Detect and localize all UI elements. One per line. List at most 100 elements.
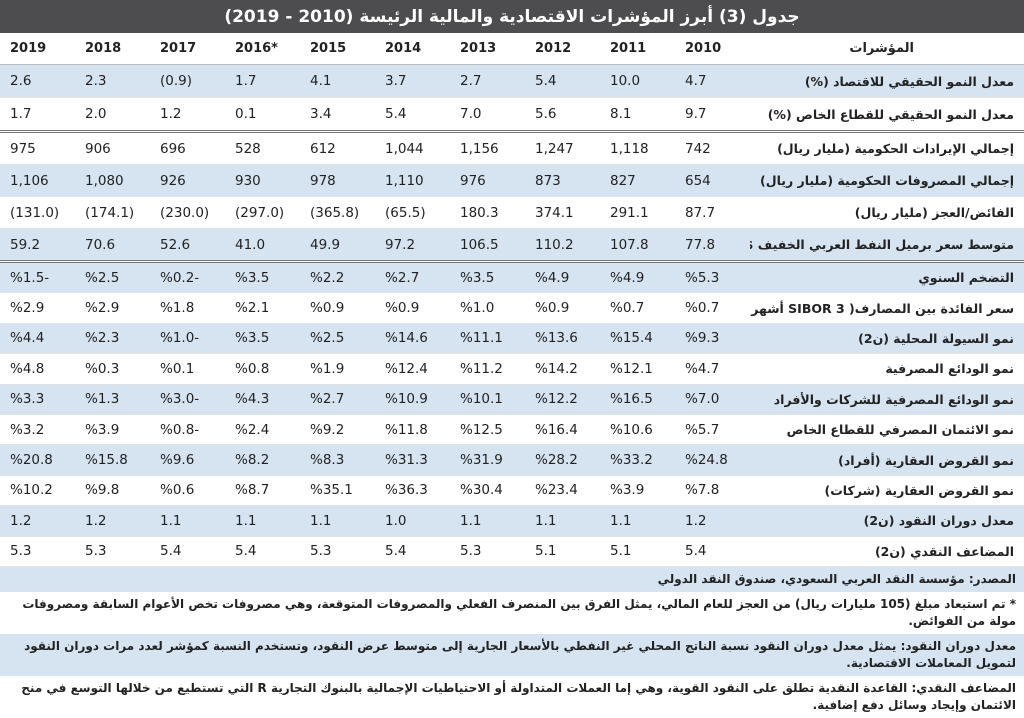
cell-value: 926: [150, 164, 225, 197]
cell-value: %11.8: [375, 414, 450, 446]
table-row: نمو السيولة المحلية (ن2) %9.3 %15.4 %13.6 %1…: [0, 323, 1024, 355]
row-label: التضخم السنوي: [750, 259, 1024, 294]
cell-value: %4.3: [225, 384, 300, 415]
note: معدل دوران النقود: يمثل معدل دوران النقو…: [0, 633, 1024, 676]
cell-value: %16.5: [600, 384, 675, 415]
cell-value: 1.2: [675, 505, 750, 537]
cell-value: %2.5: [75, 259, 150, 294]
cell-value: 0.1: [225, 97, 300, 132]
note: * تم استبعاد مبلغ (105 مليارات ريال) من …: [22, 596, 1016, 628]
cell-value: 97.2: [375, 228, 450, 262]
cell-value: 978: [300, 164, 375, 197]
cell-value: %3.5: [225, 259, 300, 294]
cell-value: %10.2: [0, 475, 75, 507]
table-row: نمو الودائع المصرفية للشركات والأفراد %7.…: [0, 384, 1024, 415]
cell-value: %0.9: [525, 292, 600, 324]
row-label: نمو السيولة المحلية (ن2): [750, 323, 1024, 355]
cell-value: %1.3: [75, 384, 150, 415]
year-header: 2018: [75, 33, 150, 65]
cell-value: 5.4: [225, 536, 300, 567]
cell-value: 5.3: [300, 536, 375, 567]
cell-value: 1.1: [450, 505, 525, 537]
table-row: نمو القروض العقارية (أفراد) %24.8 %33.2 %28…: [0, 444, 1024, 476]
cell-value: %4.4: [0, 323, 75, 355]
year-header: 2017: [150, 33, 225, 65]
cell-value: 5.3: [0, 536, 75, 567]
row-label: نمو الودائع المصرفية: [750, 353, 1024, 385]
cell-value: 1,106: [0, 164, 75, 197]
header-row: المؤشرات 2010 2011 2012 2013 2014 2015 2016* 201…: [0, 33, 1024, 65]
cell-value: %3.5: [225, 323, 300, 355]
row-label: معدل النمو الحقيقي للاقتصاد (%): [750, 64, 1024, 98]
cell-value: 3.4: [300, 97, 375, 132]
cell-value: %2.5: [300, 323, 375, 355]
cell-value: %2.7: [300, 384, 375, 415]
cell-value: 1,080: [75, 164, 150, 197]
note: المصدر: مؤسسة النقد العربي السعودي، صندو…: [0, 566, 1024, 592]
cell-value: 9.7: [675, 97, 750, 132]
cell-value: %1.9: [300, 353, 375, 385]
cell-value: %1.0: [450, 292, 525, 324]
row-label: سعر الفائدة بين المصارف( SIBOR 3 أشهر): [750, 292, 1024, 324]
cell-value: %4.9: [525, 259, 600, 294]
cell-value: 975: [0, 130, 75, 165]
cell-value: %9.6: [150, 444, 225, 476]
cell-value: 1.0: [375, 505, 450, 537]
cell-value: %0.3: [75, 353, 150, 385]
cell-value: %2.9: [75, 292, 150, 324]
cell-value: %2.3: [75, 323, 150, 355]
cell-value: %35.1: [300, 475, 375, 507]
cell-value: %28.2: [525, 444, 600, 476]
cell-value: 5.4: [525, 64, 600, 98]
cell-value: 70.6: [75, 228, 150, 262]
cell-value: %0.9: [300, 292, 375, 324]
row-label: معدل دوران النقود (ن2): [750, 505, 1024, 537]
cell-value: 5.4: [375, 536, 450, 567]
cell-value: %0.9: [375, 292, 450, 324]
cell-value: 10.0: [600, 64, 675, 98]
cell-value: 5.1: [600, 536, 675, 567]
cell-value: 5.4: [675, 536, 750, 567]
cell-value: %36.3: [375, 475, 450, 507]
cell-value: %1.5-: [0, 259, 75, 294]
table-row: نمو الودائع المصرفية %4.7 %12.1 %14.2 %11.2%…: [0, 353, 1024, 385]
table-row: الفائض/العجز (مليار ريال) 87.7 291.1 374.1 1…: [0, 196, 1024, 229]
data-table: المؤشرات 2010 2011 2012 2013 2014 2015 2016* 201…: [0, 33, 1024, 567]
cell-value: %9.2: [300, 414, 375, 446]
cell-value: 110.2: [525, 228, 600, 262]
row-label: إجمالي المصروفات الحكومية (مليار ريال): [750, 164, 1024, 197]
cell-value: 1.1: [525, 505, 600, 537]
cell-value: %0.8: [225, 353, 300, 385]
cell-value: 8.1: [600, 97, 675, 132]
notes: المصدر: مؤسسة النقد العربي السعودي، صندو…: [0, 566, 1024, 718]
cell-value: 1.1: [300, 505, 375, 537]
cell-value: 4.1: [300, 64, 375, 98]
cell-value: %10.1: [450, 384, 525, 415]
cell-value: (65.5): [375, 196, 450, 229]
cell-value: %4.7: [675, 353, 750, 385]
table-row: إجمالي المصروفات الحكومية (مليار ريال) 65…: [0, 164, 1024, 197]
cell-value: 2.0: [75, 97, 150, 132]
year-header: 2012: [525, 33, 600, 65]
cell-value: %12.1: [600, 353, 675, 385]
cell-value: (174.1): [75, 196, 150, 229]
table-row: المضاعف النقدي (ن2) 5.4 5.1 5.1 5.3 5.4 5.3 5.4…: [0, 536, 1024, 567]
cell-value: %20.8: [0, 444, 75, 476]
table-row: إجمالي الإيرادات الحكومية (مليار ريال) 74…: [0, 130, 1024, 165]
cell-value: 696: [150, 130, 225, 165]
row-label: نمو القروض العقارية (شركات): [750, 475, 1024, 507]
cell-value: 1,156: [450, 130, 525, 165]
cell-value: 1.1: [225, 505, 300, 537]
cell-value: %16.4: [525, 414, 600, 446]
cell-value: 1,110: [375, 164, 450, 197]
cell-value: %2.7: [375, 259, 450, 294]
cell-value: 1.7: [225, 64, 300, 98]
cell-value: %10.9: [375, 384, 450, 415]
cell-value: 87.7: [675, 196, 750, 229]
cell-value: %2.4: [225, 414, 300, 446]
cell-value: 2.7: [450, 64, 525, 98]
cell-value: %8.2: [225, 444, 300, 476]
cell-value: 654: [675, 164, 750, 197]
cell-value: %12.5: [450, 414, 525, 446]
